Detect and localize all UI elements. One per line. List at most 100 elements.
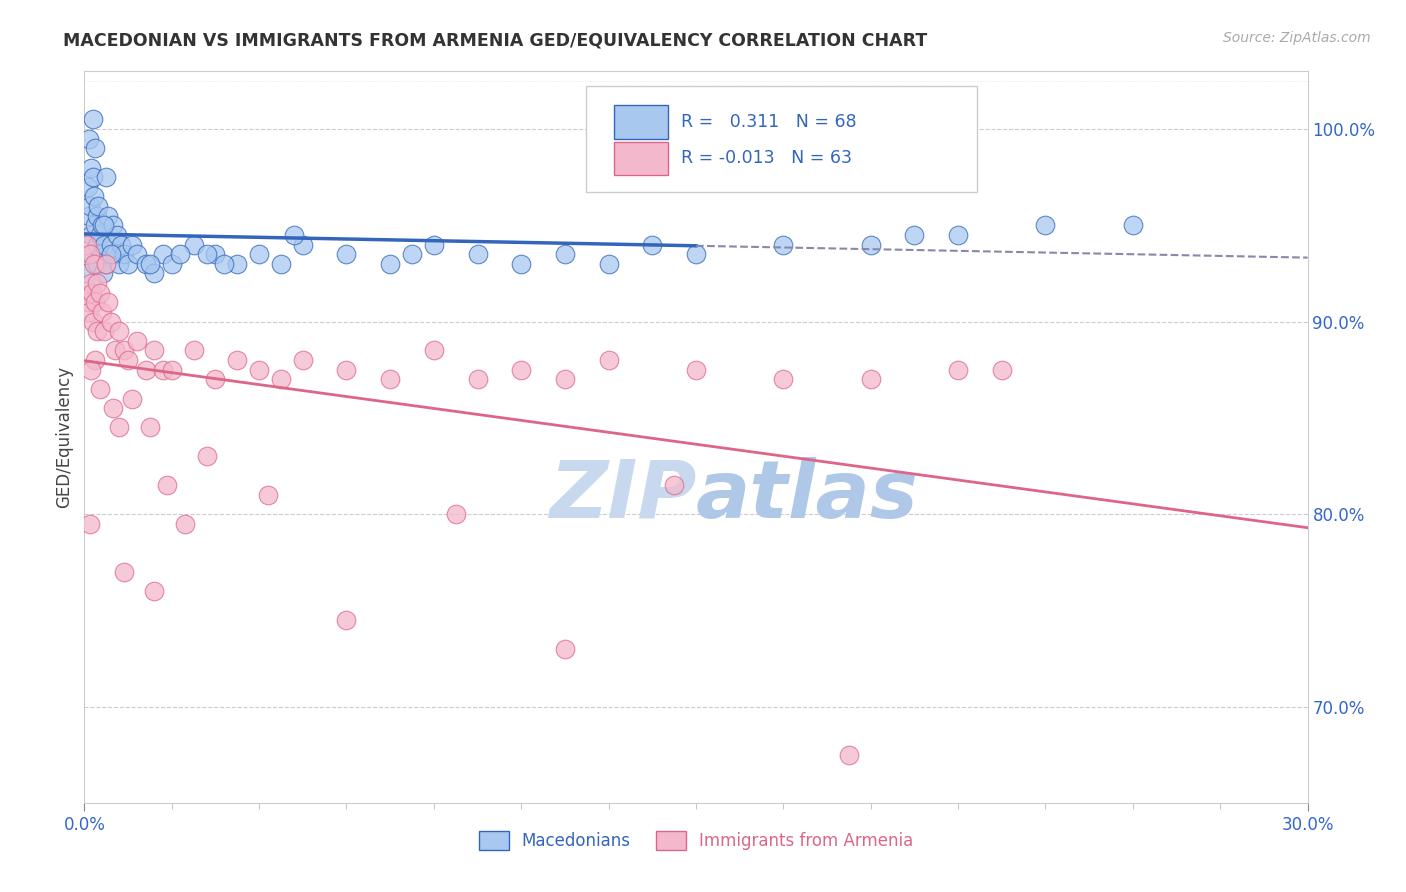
- Point: [112, 247, 135, 261]
- Point: [97, 295, 120, 310]
- Point: [195, 450, 218, 464]
- Point: [257, 488, 280, 502]
- Point: [772, 372, 794, 386]
- Point: [80, 227, 103, 242]
- Point: [104, 247, 127, 261]
- Point: [82, 112, 104, 127]
- Point: [772, 237, 794, 252]
- Point: [160, 257, 183, 271]
- Point: [335, 613, 357, 627]
- Point: [90, 305, 112, 319]
- Point: [79, 199, 101, 213]
- Point: [117, 257, 139, 271]
- Point: [93, 237, 115, 252]
- Point: [160, 362, 183, 376]
- Point: [1122, 219, 1144, 233]
- Point: [270, 372, 292, 386]
- Point: [101, 401, 124, 416]
- Point: [84, 141, 107, 155]
- Text: ZIP: ZIP: [548, 457, 696, 534]
- Point: [183, 237, 205, 252]
- Text: R = -0.013   N = 63: R = -0.013 N = 63: [682, 149, 852, 168]
- Point: [1035, 219, 1057, 233]
- Point: [598, 257, 620, 271]
- Legend: Macedonians, Immigrants from Armenia: Macedonians, Immigrants from Armenia: [472, 824, 920, 856]
- Point: [82, 285, 104, 300]
- Point: [143, 584, 166, 599]
- Point: [335, 362, 357, 376]
- Point: [423, 343, 446, 358]
- Point: [100, 247, 122, 261]
- Point: [554, 247, 576, 261]
- Point: [510, 257, 533, 271]
- Point: [173, 516, 195, 531]
- Point: [86, 237, 108, 252]
- Point: [169, 247, 191, 261]
- Point: [101, 219, 124, 233]
- Point: [86, 324, 108, 338]
- Point: [82, 247, 104, 261]
- Point: [93, 324, 115, 338]
- Point: [89, 382, 111, 396]
- Point: [86, 276, 108, 290]
- Point: [195, 247, 218, 261]
- Point: [108, 324, 131, 338]
- Point: [100, 315, 122, 329]
- Point: [121, 392, 143, 406]
- Point: [89, 227, 111, 242]
- Point: [125, 247, 148, 261]
- Point: [510, 362, 533, 376]
- Point: [89, 285, 111, 300]
- Point: [117, 353, 139, 368]
- Point: [104, 343, 127, 358]
- Point: [135, 362, 157, 376]
- Point: [108, 257, 131, 271]
- Point: [76, 237, 98, 252]
- Point: [401, 247, 423, 261]
- Point: [112, 343, 135, 358]
- Point: [80, 276, 103, 290]
- Point: [554, 641, 576, 656]
- Y-axis label: GED/Equivalency: GED/Equivalency: [55, 366, 73, 508]
- Point: [84, 219, 107, 233]
- Point: [82, 315, 104, 329]
- Point: [283, 227, 305, 242]
- Point: [335, 247, 357, 261]
- Point: [685, 247, 707, 261]
- Point: [183, 343, 205, 358]
- Point: [108, 420, 131, 434]
- FancyBboxPatch shape: [586, 86, 977, 192]
- Point: [84, 353, 107, 368]
- Point: [291, 237, 314, 252]
- Point: [247, 362, 270, 376]
- FancyBboxPatch shape: [614, 142, 668, 175]
- Point: [100, 237, 122, 252]
- Point: [105, 227, 128, 242]
- Text: R =   0.311   N = 68: R = 0.311 N = 68: [682, 112, 856, 131]
- Point: [87, 199, 110, 213]
- Point: [291, 353, 314, 368]
- Point: [467, 372, 489, 386]
- Point: [270, 257, 292, 271]
- Point: [96, 257, 118, 271]
- Point: [380, 372, 402, 386]
- Point: [143, 343, 166, 358]
- Point: [93, 219, 115, 233]
- Point: [76, 295, 98, 310]
- Point: [204, 247, 226, 261]
- Point: [859, 237, 882, 252]
- Point: [77, 305, 100, 319]
- Point: [79, 247, 101, 261]
- Point: [90, 247, 112, 261]
- Point: [82, 170, 104, 185]
- Point: [91, 267, 114, 281]
- Point: [423, 237, 446, 252]
- Text: MACEDONIAN VS IMMIGRANTS FROM ARMENIA GED/EQUIVALENCY CORRELATION CHART: MACEDONIAN VS IMMIGRANTS FROM ARMENIA GE…: [63, 31, 928, 49]
- Point: [135, 257, 157, 271]
- Point: [946, 227, 969, 242]
- Point: [946, 362, 969, 376]
- Point: [598, 353, 620, 368]
- Point: [991, 362, 1014, 376]
- Text: atlas: atlas: [696, 457, 918, 534]
- Point: [110, 237, 132, 252]
